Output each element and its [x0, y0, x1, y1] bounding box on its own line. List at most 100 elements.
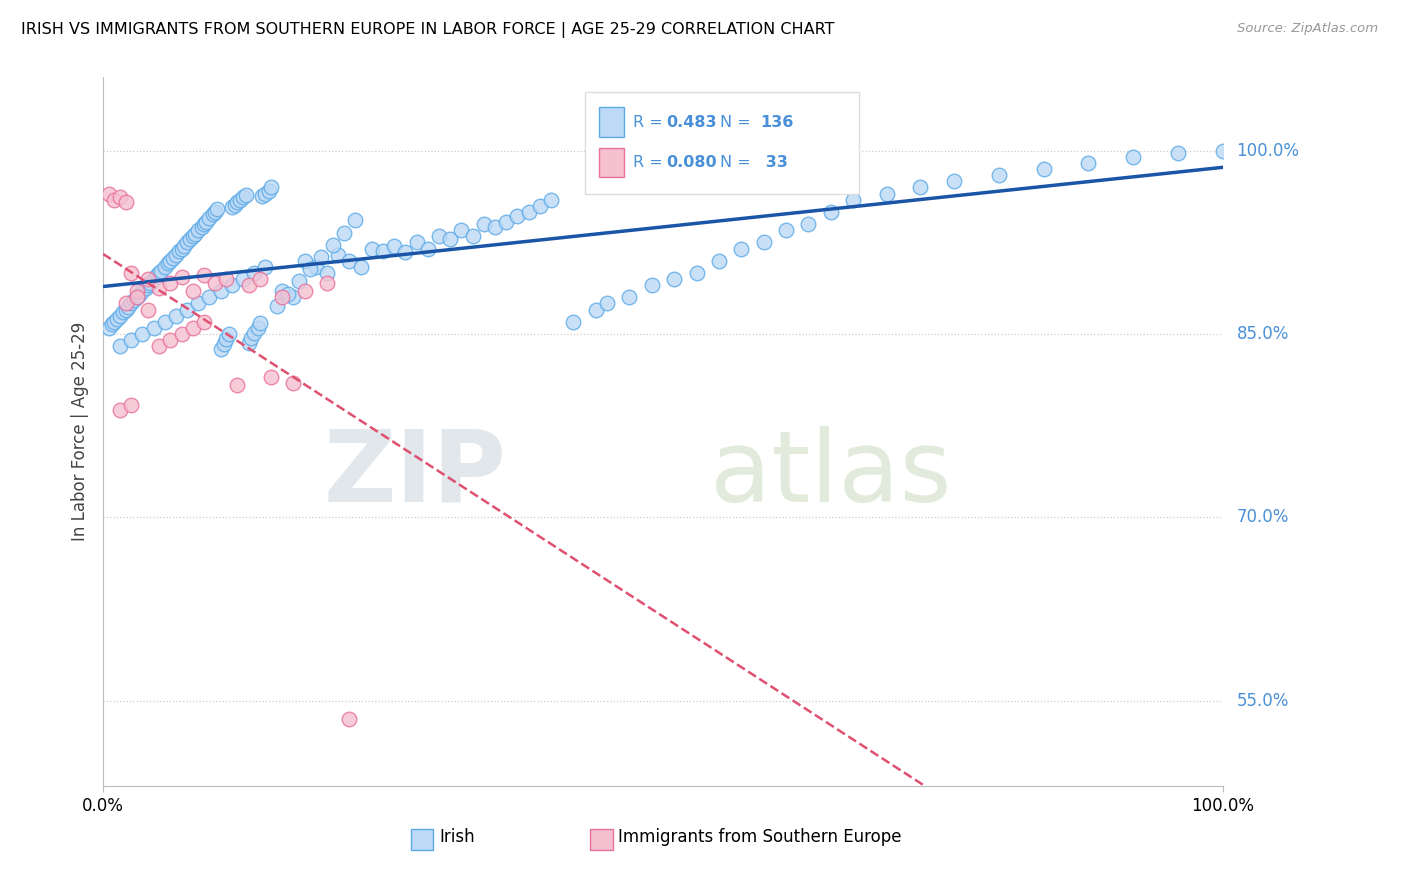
Point	[283, 290, 305, 304]
Point	[215, 272, 238, 286]
Point	[157, 256, 180, 270]
Point	[159, 333, 181, 347]
Point	[170, 326, 193, 341]
Text: ZIP: ZIP	[323, 425, 506, 523]
Point	[439, 232, 461, 246]
Point	[193, 268, 215, 283]
Point	[232, 272, 254, 286]
Point	[136, 302, 159, 317]
Point	[294, 285, 316, 299]
Point	[1032, 162, 1054, 177]
Text: 0.080: 0.080	[666, 155, 717, 170]
Point	[775, 223, 797, 237]
Point	[117, 300, 139, 314]
Point	[195, 214, 218, 228]
Point	[114, 195, 136, 210]
Text: R =: R =	[633, 114, 668, 129]
Text: 33: 33	[761, 155, 789, 170]
Point	[153, 260, 176, 274]
Point	[190, 219, 212, 234]
Point	[987, 168, 1010, 182]
Point	[842, 193, 865, 207]
Point	[228, 193, 250, 207]
Point	[181, 229, 204, 244]
Point	[232, 190, 254, 204]
Point	[243, 266, 266, 280]
Point	[142, 321, 165, 335]
Point	[173, 239, 195, 253]
Point	[120, 398, 142, 412]
Text: 70.0%: 70.0%	[1237, 508, 1289, 526]
Point	[184, 227, 207, 241]
Point	[299, 262, 322, 277]
Point	[135, 280, 157, 294]
Point	[193, 217, 215, 231]
Point	[562, 315, 585, 329]
Point	[108, 190, 131, 204]
Point	[212, 336, 235, 351]
Point	[349, 260, 371, 274]
Point	[685, 266, 707, 280]
Point	[707, 253, 730, 268]
Point	[153, 315, 176, 329]
Text: N =: N =	[720, 114, 756, 129]
Point	[226, 195, 249, 210]
Point	[249, 272, 271, 286]
Point	[125, 290, 148, 304]
Point	[159, 276, 181, 290]
Point	[139, 276, 162, 290]
Point	[271, 290, 294, 304]
Point	[136, 278, 159, 293]
Point	[131, 326, 153, 341]
Point	[257, 184, 280, 198]
Point	[167, 244, 190, 258]
Point	[405, 235, 427, 250]
Bar	[411, 829, 433, 850]
Point	[103, 315, 125, 329]
Point	[221, 200, 243, 214]
Point	[204, 276, 226, 290]
Point	[1122, 150, 1144, 164]
Point	[181, 321, 204, 335]
Point	[150, 263, 173, 277]
FancyBboxPatch shape	[585, 92, 859, 194]
Point	[662, 272, 685, 286]
Text: R =: R =	[633, 155, 668, 170]
Point	[176, 235, 198, 250]
Point	[193, 315, 215, 329]
Point	[101, 318, 124, 332]
Point	[1212, 144, 1234, 158]
Point	[198, 290, 221, 304]
Point	[596, 296, 619, 310]
Point	[120, 296, 142, 310]
Point	[97, 321, 120, 335]
Point	[187, 223, 209, 237]
Point	[170, 242, 193, 256]
Point	[641, 278, 664, 293]
Bar	[599, 107, 624, 137]
Point	[540, 193, 562, 207]
Point	[108, 309, 131, 323]
Point	[201, 207, 224, 221]
Point	[316, 266, 339, 280]
Point	[461, 229, 484, 244]
Point	[472, 217, 495, 231]
Point	[506, 209, 529, 223]
Point	[162, 252, 184, 266]
Point	[305, 260, 328, 274]
Point	[752, 235, 775, 250]
Point	[250, 189, 273, 203]
Point	[254, 260, 277, 274]
Bar	[599, 147, 624, 178]
Point	[97, 186, 120, 201]
Point	[148, 266, 170, 280]
Point	[260, 369, 283, 384]
Point	[146, 268, 169, 283]
Point	[124, 293, 146, 307]
Point	[120, 333, 142, 347]
Point	[360, 242, 382, 256]
Point	[136, 272, 159, 286]
Point	[207, 202, 229, 217]
Point	[125, 290, 148, 304]
Point	[333, 226, 356, 240]
